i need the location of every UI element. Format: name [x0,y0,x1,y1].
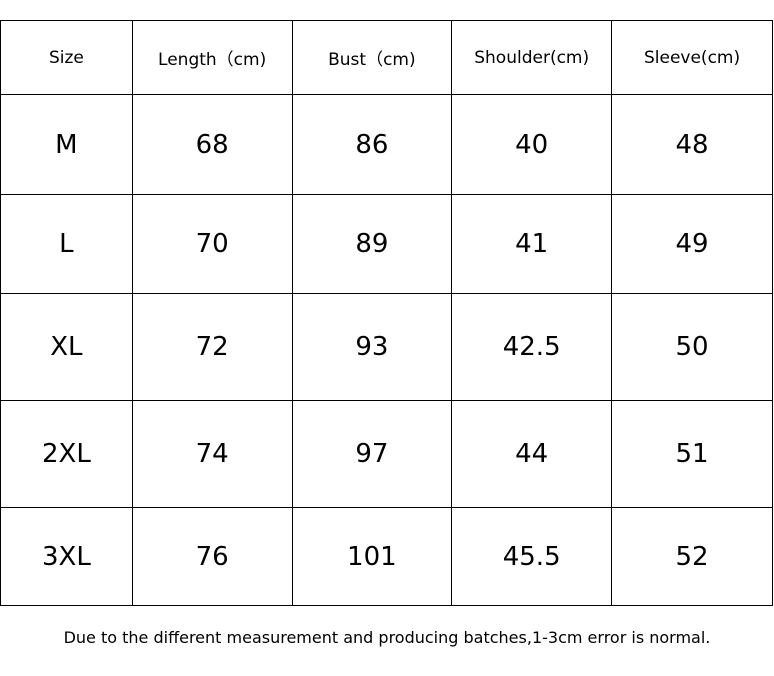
table-cell: 45.5 [451,507,613,606]
table-row: L 70 89 41 49 [0,194,773,294]
table-row: 3XL 76 101 45.5 52 [0,507,773,606]
table-cell: 68 [131,94,293,195]
table-cell: 44 [451,400,613,508]
table-cell: M [0,94,133,195]
table-cell: 86 [291,94,453,195]
table-cell: 51 [611,400,773,508]
table-cell: 70 [131,194,293,294]
table-cell: 93 [291,293,453,401]
table-cell: 48 [611,94,773,195]
header-cell: Shoulder(cm) [451,20,613,95]
header-row: Size Length（cm) Bust（cm) Shoulder(cm) Sl… [0,20,773,95]
table-cell: 89 [291,194,453,294]
size-chart-table: Size Length（cm) Bust（cm) Shoulder(cm) Sl… [0,20,773,606]
table-cell: 74 [131,400,293,508]
table-cell: 76 [131,507,293,606]
table-cell: XL [0,293,133,401]
header-cell: Bust（cm) [291,20,453,95]
table-row: XL 72 93 42.5 50 [0,293,773,401]
header-cell: Length（cm) [131,20,293,95]
table-cell: L [0,194,133,294]
table-cell: 40 [451,94,613,195]
header-cell: Sleeve(cm) [611,20,773,95]
disclaimer-note: Due to the different measurement and pro… [63,628,711,647]
table-cell: 2XL [0,400,133,508]
table-row: 2XL 74 97 44 51 [0,400,773,508]
table-row: M 68 86 40 48 [0,94,773,195]
table-cell: 41 [451,194,613,294]
table-cell: 3XL [0,507,133,606]
table-cell: 49 [611,194,773,294]
table-cell: 50 [611,293,773,401]
table-cell: 42.5 [451,293,613,401]
header-cell: Size [0,20,133,95]
table-cell: 52 [611,507,773,606]
table-cell: 101 [291,507,453,606]
table-cell: 72 [131,293,293,401]
table-cell: 97 [291,400,453,508]
